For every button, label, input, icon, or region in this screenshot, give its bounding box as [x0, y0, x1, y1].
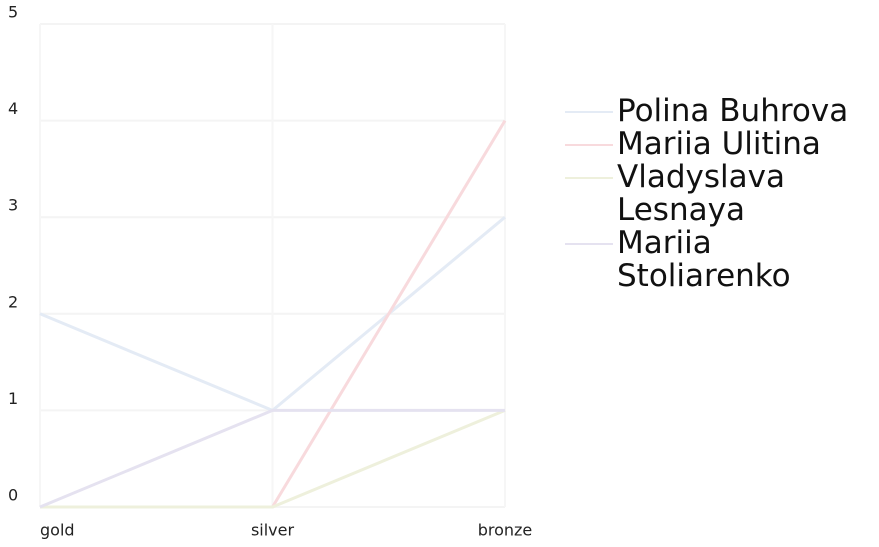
legend-swatch — [565, 243, 613, 245]
legend-entry: Polina Buhrova — [565, 95, 875, 128]
x-tick-label: bronze — [478, 521, 533, 540]
series-line — [40, 409, 506, 509]
legend-label: Mariia Stoliarenko — [617, 225, 791, 294]
y-tick-label: 3 — [8, 196, 18, 215]
legend-label: Polina Buhrova — [617, 93, 849, 129]
legend-label: Mariia Ulitina — [617, 126, 821, 162]
y-tick-label: 5 — [8, 3, 18, 22]
y-tick-label: 0 — [8, 486, 18, 505]
legend-swatch — [565, 144, 613, 146]
legend-entry: Vladyslava Lesnaya — [565, 161, 875, 227]
x-tick-label: silver — [251, 521, 295, 540]
y-tick-label: 2 — [8, 292, 18, 311]
legend-entry: Mariia Stoliarenko — [565, 227, 875, 293]
legend: Polina Buhrova Mariia Ulitina Vladyslava L… — [565, 95, 875, 293]
series-line — [39, 408, 505, 509]
legend-entry: Mariia Ulitina — [565, 128, 875, 161]
y-tick-label: 4 — [8, 99, 18, 118]
x-tick-label: gold — [40, 521, 75, 540]
y-tick-label: 1 — [8, 389, 18, 408]
legend-swatch — [565, 111, 613, 113]
legend-label: Vladyslava Lesnaya — [617, 159, 785, 228]
legend-swatch — [565, 177, 613, 179]
